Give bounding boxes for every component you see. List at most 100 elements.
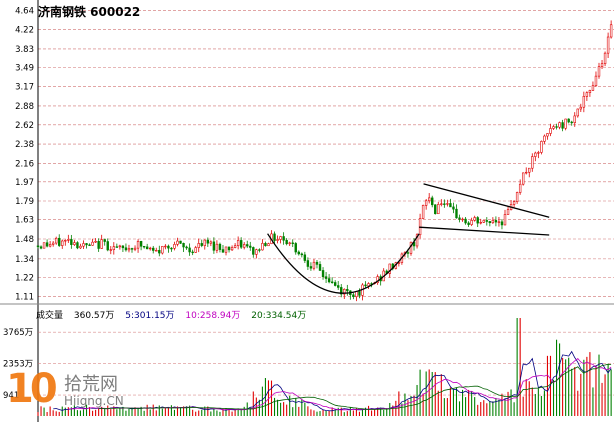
- candle: [167, 244, 170, 253]
- candle: [521, 172, 525, 186]
- watermark-text-cn: 拾荒网: [64, 374, 118, 395]
- candle: [285, 238, 288, 246]
- candle: [440, 199, 443, 207]
- candle: [337, 281, 340, 290]
- candle: [418, 213, 422, 239]
- candle: [303, 251, 307, 264]
- candle: [73, 239, 76, 246]
- candle: [152, 245, 155, 254]
- candle: [297, 250, 300, 256]
- y-tick-label: 3.83: [15, 45, 34, 55]
- candle: [573, 112, 576, 127]
- y-tick-label: 2.88: [15, 102, 34, 112]
- candle: [76, 241, 79, 250]
- candle: [58, 234, 61, 247]
- candle: [97, 238, 100, 252]
- candle: [139, 240, 143, 251]
- candle: [100, 234, 103, 249]
- candle: [252, 246, 255, 258]
- candle: [249, 241, 252, 251]
- candle: [464, 216, 467, 225]
- candle: [91, 238, 94, 246]
- candle: [352, 292, 355, 300]
- y-tick-label: 1.22: [15, 274, 34, 284]
- candle: [61, 239, 64, 249]
- candle: [549, 123, 552, 137]
- candle: [215, 240, 219, 254]
- candle: [267, 242, 270, 247]
- candle: [482, 220, 485, 224]
- candle: [349, 290, 352, 300]
- triangle-line-upper: [423, 183, 550, 218]
- candle: [88, 243, 91, 246]
- candle: [449, 198, 452, 208]
- candle: [461, 217, 464, 222]
- y-tick-label: 3.17: [15, 83, 34, 93]
- candle: [500, 219, 504, 230]
- candle: [579, 103, 583, 113]
- candle: [506, 206, 510, 215]
- candle: [491, 217, 495, 224]
- candle: [273, 231, 276, 245]
- candle: [582, 91, 586, 113]
- candle: [121, 245, 125, 253]
- candle: [531, 153, 534, 172]
- y-tick-label: 4.22: [15, 26, 34, 36]
- candle: [546, 133, 549, 140]
- candle: [294, 242, 297, 255]
- candle: [330, 277, 334, 284]
- candle: [458, 214, 461, 223]
- candle: [424, 198, 428, 210]
- candle: [115, 243, 119, 248]
- candle: [112, 242, 116, 255]
- watermark-text-en: Hiigng.CN: [64, 394, 124, 408]
- pattern-annotations: [267, 183, 550, 294]
- candle: [479, 218, 482, 225]
- candle: [264, 241, 267, 247]
- candle: [194, 245, 197, 253]
- candle: [79, 243, 82, 249]
- y-tick-label: 1.11: [15, 293, 34, 303]
- candle: [67, 234, 70, 243]
- chart-title: 济南钢铁 600022: [38, 5, 141, 19]
- candle: [221, 244, 225, 253]
- candle: [173, 241, 176, 251]
- candle: [130, 247, 134, 253]
- candle: [509, 199, 513, 211]
- candle: [485, 217, 489, 226]
- cup-arc: [267, 233, 420, 294]
- candle: [48, 240, 52, 248]
- candle: [312, 259, 316, 271]
- candle: [54, 236, 58, 245]
- candle: [206, 237, 210, 247]
- candle: [118, 244, 122, 250]
- volume-legend-value: 360.57万: [73, 311, 115, 321]
- candle: [179, 240, 182, 244]
- candle: [409, 241, 413, 256]
- watermark-number: 10: [6, 366, 58, 412]
- candle: [431, 195, 434, 208]
- volume-ma-5: [53, 350, 612, 412]
- candle: [103, 238, 106, 246]
- y-tick-label: 1.63: [15, 216, 34, 226]
- candle: [497, 216, 501, 227]
- volume-bar-series: [37, 318, 612, 416]
- candle: [239, 237, 243, 249]
- candle: [340, 284, 343, 298]
- candle: [455, 204, 458, 219]
- y-tick-label: 1.97: [15, 178, 34, 188]
- candle: [434, 204, 437, 215]
- candle: [488, 220, 492, 227]
- candle: [124, 243, 128, 252]
- candle: [306, 257, 310, 271]
- candle: [182, 242, 185, 252]
- candle: [570, 120, 573, 126]
- y-tick-label: 1.34: [15, 255, 34, 265]
- candle: [470, 217, 473, 227]
- candle: [382, 268, 385, 282]
- watermark-logo: 10 拾荒网 Hiigng.CN: [2, 366, 132, 420]
- candle: [321, 267, 325, 280]
- volume-moving-averages: [53, 350, 612, 412]
- candle: [561, 119, 564, 132]
